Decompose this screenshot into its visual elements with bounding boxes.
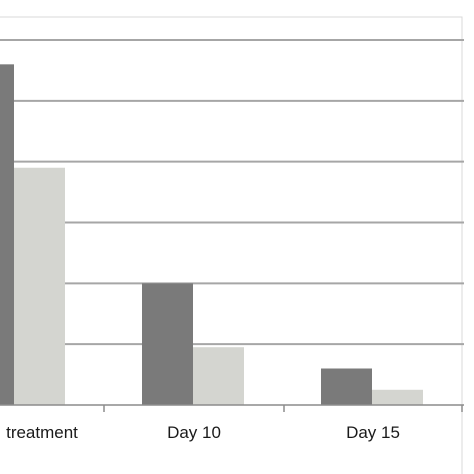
x-tick-label-day-15: Day 15 <box>346 423 400 442</box>
gridlines <box>0 39 464 346</box>
bar-series-1-treatment <box>0 64 14 405</box>
bars <box>0 64 423 405</box>
bar-series-2-treatment <box>14 167 65 405</box>
x-ticks <box>103 405 463 412</box>
chart-frame <box>0 16 463 474</box>
x-tick-label-treatment: treatment <box>6 423 78 442</box>
bar-series-1-day-15 <box>321 368 372 405</box>
x-tick-label-day-10: Day 10 <box>167 423 221 442</box>
bar-series-2-day-10 <box>193 347 244 405</box>
bar-series-1-day-10 <box>142 283 193 405</box>
bar-series-2-day-15 <box>372 389 423 405</box>
